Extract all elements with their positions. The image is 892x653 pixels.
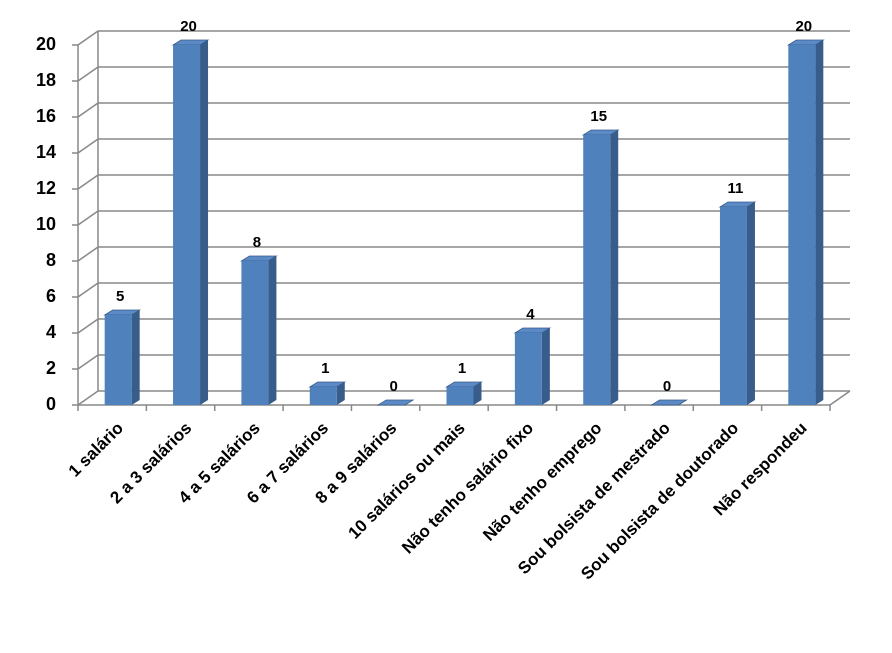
bar-front	[104, 315, 132, 405]
bar-side	[131, 310, 140, 405]
bar-front	[173, 45, 201, 405]
y-tick-label: 10	[36, 214, 56, 234]
bar-front	[719, 207, 747, 405]
x-tick-label: Não tenho emprego	[479, 418, 605, 544]
y-tick-label: 6	[46, 286, 56, 306]
bar-side	[473, 382, 482, 405]
y-tick-label: 14	[36, 142, 56, 162]
bar-side	[815, 40, 824, 405]
bar	[581, 129, 620, 405]
value-label: 0	[663, 378, 671, 395]
y-tick-label: 8	[46, 250, 56, 270]
bar	[103, 309, 142, 405]
bar-front	[446, 387, 474, 405]
y-tick-label: 16	[36, 106, 56, 126]
y-tick-label: 0	[46, 394, 56, 414]
bar-top	[376, 399, 415, 406]
floor-right	[829, 390, 851, 406]
x-tick-label: Não tenho salário fixo	[398, 418, 537, 557]
y-tick-label: 2	[46, 358, 56, 378]
grid-line	[77, 30, 850, 46]
y-tick-label: 20	[36, 34, 56, 54]
value-label: 11	[728, 180, 744, 197]
bar	[445, 381, 483, 405]
x-tick-label: 1 salário	[65, 418, 127, 480]
value-label: 4	[526, 306, 535, 323]
bar-front	[788, 45, 816, 405]
value-label: 15	[590, 108, 607, 125]
value-label: 20	[795, 18, 812, 35]
bar	[786, 39, 825, 405]
value-label: 0	[389, 378, 397, 395]
bar-front	[241, 261, 269, 405]
x-tick-label: 10 salários ou mais	[344, 418, 468, 542]
value-label: 5	[116, 288, 124, 305]
bar-side	[336, 382, 345, 405]
bar	[718, 201, 757, 405]
y-tick-label: 18	[36, 70, 56, 90]
value-label: 1	[321, 360, 329, 377]
bar-front	[309, 387, 337, 405]
bar	[376, 399, 415, 406]
bar	[650, 399, 688, 406]
bar-front	[514, 333, 542, 405]
bar-side	[268, 256, 277, 405]
value-label: 8	[253, 234, 261, 251]
bar	[240, 255, 278, 405]
value-label: 1	[458, 360, 466, 377]
bar-side	[200, 40, 209, 405]
bar-side	[610, 130, 619, 405]
value-label: 20	[180, 18, 197, 35]
grid-line	[77, 66, 850, 82]
bar-front	[583, 135, 611, 405]
bar	[308, 381, 347, 405]
grid-line	[77, 102, 850, 118]
bar-side	[746, 202, 755, 405]
bar	[171, 39, 210, 405]
y-tick-label: 4	[46, 322, 56, 342]
bar-side	[541, 328, 550, 405]
bar-top	[650, 399, 688, 406]
y-tick-label: 12	[36, 178, 56, 198]
bar	[513, 327, 552, 405]
